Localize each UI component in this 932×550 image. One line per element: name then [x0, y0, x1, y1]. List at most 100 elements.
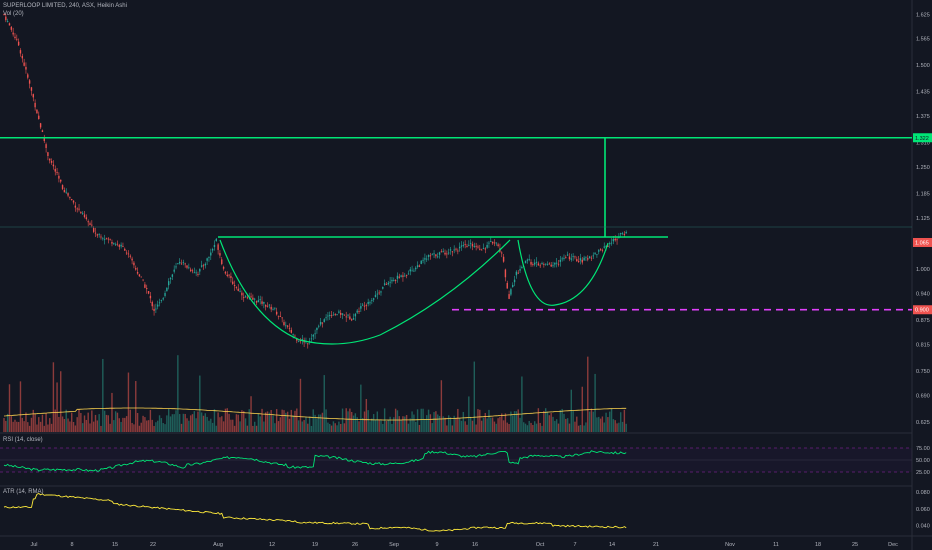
- candle-body: [314, 333, 316, 335]
- candle-body: [572, 256, 574, 257]
- candle-body: [620, 233, 622, 235]
- candle-body: [166, 287, 168, 292]
- volume-bar: [72, 421, 75, 432]
- candle-body: [329, 314, 331, 316]
- volume-bar: [594, 373, 596, 432]
- volume-bar: [588, 411, 591, 432]
- volume-bar: [118, 418, 120, 432]
- candle-body: [380, 291, 382, 293]
- candle-body: [288, 327, 291, 329]
- volume-bar: [80, 412, 82, 432]
- candle-body: [585, 256, 587, 258]
- volume-bar: [67, 418, 69, 432]
- volume-bar: [354, 413, 357, 432]
- atr-tick-label: 0.040: [916, 524, 930, 530]
- volume-bar: [305, 416, 307, 432]
- time-tick-label: 12: [269, 542, 275, 548]
- volume-bar: [382, 423, 384, 432]
- volume-bar: [561, 408, 563, 432]
- candle-body: [124, 248, 126, 251]
- candle-body: [60, 179, 62, 182]
- rsi-legend: RSI (14, close): [3, 437, 43, 443]
- candle-body: [548, 263, 551, 265]
- volume-bar: [180, 423, 183, 432]
- candle-body: [363, 305, 366, 307]
- volume-bar: [385, 421, 388, 432]
- volume-bar: [479, 409, 481, 432]
- candle-body: [484, 248, 486, 250]
- volume-bar: [39, 421, 42, 432]
- volume-bar: [367, 410, 369, 432]
- candle-body: [211, 248, 214, 251]
- volume-bar: [113, 420, 115, 432]
- volume-bar: [100, 425, 102, 432]
- candle-body: [601, 249, 604, 251]
- volume-bar: [338, 421, 340, 432]
- volume-bar: [308, 416, 311, 432]
- volume-bar: [462, 411, 465, 432]
- volume-bar: [151, 419, 153, 432]
- candle-body: [316, 327, 318, 331]
- candle-body: [41, 130, 44, 133]
- candle-body: [334, 314, 336, 315]
- candle-body: [623, 234, 626, 236]
- volume-bar: [263, 421, 265, 432]
- volume-bar: [91, 410, 93, 432]
- volume-bar: [243, 411, 245, 432]
- candle-body: [191, 270, 194, 272]
- volume-bar: [316, 418, 318, 432]
- volume-bar: [208, 420, 210, 432]
- volume-bar: [136, 412, 139, 432]
- volume-bar: [475, 424, 477, 432]
- volume-bar: [396, 410, 399, 432]
- volume-bar: [127, 372, 130, 432]
- candle-body: [56, 171, 58, 173]
- volume-bar: [347, 411, 349, 432]
- volume-bar: [530, 422, 532, 432]
- candle-body: [473, 246, 476, 247]
- volume-bar: [301, 421, 303, 432]
- volume-bar: [574, 421, 576, 432]
- volume-bar: [451, 425, 454, 432]
- volume-bar: [171, 414, 174, 432]
- volume-bar: [488, 409, 490, 432]
- volume-bar: [111, 392, 113, 432]
- candle-body: [38, 115, 40, 120]
- volume-bar: [303, 420, 305, 432]
- volume-bar: [484, 412, 486, 432]
- candle-body: [45, 144, 47, 148]
- volume-bar: [169, 416, 172, 432]
- candle-body: [21, 55, 23, 59]
- candle-body: [102, 238, 104, 240]
- candle-body: [462, 245, 465, 247]
- rsi-line: [3, 450, 627, 472]
- candle-body: [292, 334, 294, 336]
- candle-body: [254, 298, 256, 300]
- candle-body: [136, 272, 139, 274]
- volume-bar: [490, 417, 492, 432]
- candle-body: [340, 312, 342, 315]
- candle-body: [67, 193, 69, 196]
- price-tag-label: 0.900: [915, 308, 929, 314]
- candle-body: [345, 316, 347, 318]
- volume-bar: [464, 421, 466, 432]
- volume-bar: [614, 420, 616, 432]
- volume-bar: [268, 412, 271, 432]
- volume-bar: [25, 412, 27, 432]
- candle-body: [222, 266, 225, 269]
- volume-bar: [52, 362, 55, 432]
- volume-bar: [565, 418, 567, 432]
- volume-bar: [83, 415, 86, 432]
- volume-bar: [71, 412, 73, 432]
- volume-bar: [585, 422, 587, 432]
- time-tick-label: Dec: [888, 542, 898, 548]
- time-tick-label: Jul: [30, 542, 37, 548]
- candle-body: [169, 277, 172, 280]
- candle-body: [486, 244, 488, 248]
- price-tick-label: 1.185: [916, 192, 930, 198]
- candle-body: [30, 87, 33, 91]
- candle-body: [199, 268, 201, 272]
- candle-body: [418, 265, 421, 267]
